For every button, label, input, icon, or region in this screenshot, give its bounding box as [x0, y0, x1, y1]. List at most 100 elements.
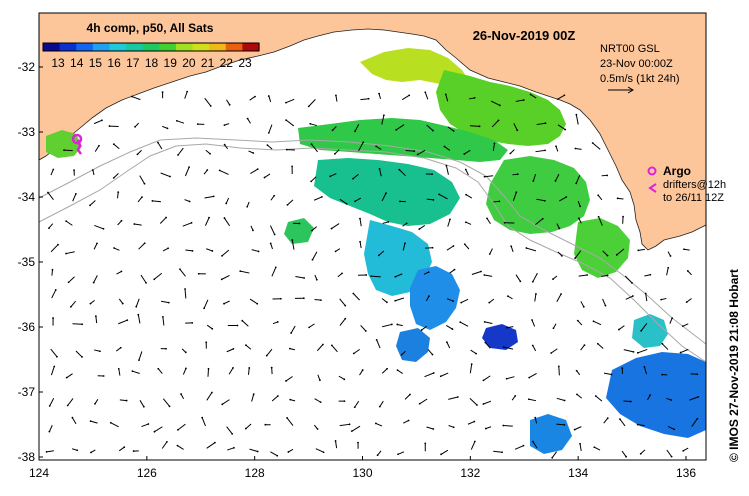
- current-vector-head: [196, 123, 199, 126]
- current-vector-head: [91, 169, 94, 171]
- current-vector-head: [449, 218, 451, 221]
- current-vector: [483, 400, 492, 405]
- current-vector-head: [459, 321, 462, 324]
- current-vector: [295, 276, 305, 279]
- current-vector-head: [102, 227, 105, 230]
- current-vector-head: [274, 266, 277, 269]
- current-vector-head: [330, 227, 333, 230]
- current-vector: [206, 442, 216, 449]
- current-vectors: [45, 90, 700, 459]
- current-vector-head: [333, 152, 336, 155]
- current-vector: [503, 346, 514, 350]
- current-vector-head: [661, 342, 664, 345]
- current-vector-head: [386, 367, 388, 370]
- current-vector-head: [308, 326, 311, 329]
- current-vector-head: [683, 248, 685, 251]
- current-vector: [359, 369, 364, 376]
- current-vector-head: [510, 245, 513, 248]
- current-vector: [290, 325, 296, 334]
- current-vector-head: [432, 428, 435, 430]
- latitude-axis: -32 -33 -34 -35 -36 -37 -38: [18, 60, 43, 464]
- current-vector: [269, 225, 276, 235]
- current-vector: [113, 173, 119, 179]
- current-vector: [49, 398, 55, 407]
- current-vector: [312, 251, 318, 260]
- current-vector: [371, 275, 381, 278]
- current-vector-head: [431, 246, 434, 249]
- current-vector: [493, 450, 503, 453]
- current-vector: [638, 248, 645, 251]
- current-vector-head: [167, 247, 169, 250]
- current-vector-head: [550, 352, 553, 354]
- current-vector-head: [506, 295, 509, 298]
- current-vector-head: [615, 253, 618, 256]
- current-vector-head: [563, 399, 566, 402]
- current-vector: [137, 149, 142, 155]
- current-vector: [314, 398, 321, 403]
- current-vector: [113, 143, 120, 150]
- current-vector-head: [597, 194, 600, 197]
- current-vector-head: [143, 182, 146, 185]
- current-vector: [460, 298, 469, 304]
- current-vector-head: [119, 346, 122, 349]
- current-vector: [226, 348, 234, 353]
- current-vector: [445, 94, 449, 102]
- current-vector-head: [136, 153, 139, 156]
- current-vector-head: [473, 420, 476, 423]
- current-vector-head: [165, 347, 167, 350]
- current-vector: [484, 274, 493, 277]
- current-vector-head: [453, 268, 456, 271]
- current-vector: [469, 125, 480, 127]
- current-vector-head: [394, 299, 397, 302]
- current-vector-head: [161, 316, 164, 318]
- current-vector-head: [168, 405, 171, 408]
- current-vector-head: [610, 373, 613, 376]
- current-vector-head: [184, 351, 187, 354]
- current-vector-head: [532, 440, 534, 443]
- current-vector-head: [408, 94, 411, 97]
- current-vector: [424, 92, 429, 100]
- current-vector: [184, 91, 188, 99]
- current-vector: [575, 174, 581, 184]
- current-vector-head: [460, 301, 463, 304]
- current-vector: [228, 367, 234, 375]
- current-vector-head: [535, 293, 537, 295]
- current-vector: [245, 423, 252, 430]
- current-vector-head: [574, 147, 577, 150]
- current-vector-head: [353, 406, 356, 409]
- lat-tick-label: -33: [18, 125, 36, 139]
- current-vector-head: [330, 344, 333, 347]
- lat-tick-label: -37: [18, 385, 36, 399]
- current-vector-head: [269, 242, 272, 245]
- current-vector: [556, 293, 562, 302]
- current-vector: [484, 321, 493, 325]
- current-vector-head: [498, 200, 501, 203]
- current-vector: [334, 149, 340, 155]
- current-vector: [381, 115, 385, 125]
- current-vector-head: [190, 221, 193, 224]
- current-vector: [532, 345, 537, 352]
- colorbar-swatch: [175, 43, 194, 51]
- current-vector-head: [400, 353, 403, 356]
- current-vector-head: [475, 352, 477, 355]
- current-vector-head: [531, 319, 533, 321]
- current-vector-head: [145, 281, 147, 284]
- current-vector: [426, 198, 434, 201]
- current-vector-head: [310, 143, 313, 146]
- current-vector-head: [166, 127, 169, 130]
- current-vector-head: [241, 319, 244, 322]
- isobath-200m: [39, 143, 706, 363]
- current-vector-head: [696, 373, 699, 376]
- current-vector: [640, 323, 648, 332]
- current-vector-head: [319, 401, 322, 404]
- current-vector-head: [273, 233, 276, 236]
- current-vector-head: [660, 298, 663, 301]
- current-vector-head: [376, 454, 379, 457]
- current-vector: [271, 267, 277, 277]
- current-vector-head: [208, 216, 210, 219]
- current-vector-head: [298, 222, 301, 225]
- colorbar-swatch: [109, 43, 127, 51]
- current-vector-head: [525, 247, 528, 249]
- current-vector-head: [89, 302, 92, 305]
- current-vector-head: [359, 217, 361, 220]
